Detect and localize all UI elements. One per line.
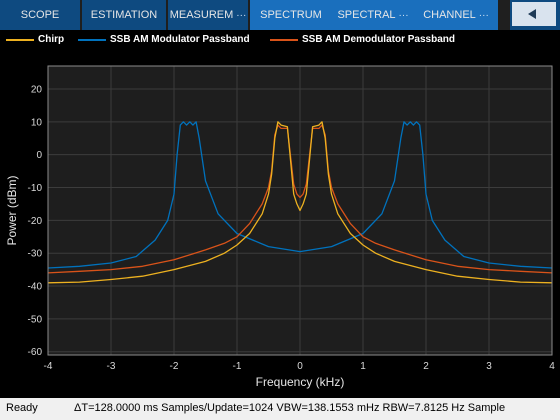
- status-bar: Ready ΔT=128.0000 ms Samples/Update=1024…: [0, 398, 560, 420]
- tab-measurements-more: ···: [236, 10, 247, 21]
- legend-swatch-demodulator: [270, 39, 298, 41]
- tab-spectral-label: SPECTRAL: [337, 9, 396, 21]
- tab-estimation[interactable]: ESTIMATION: [82, 0, 166, 30]
- x-tick-label: 0: [297, 361, 303, 372]
- tab-channel-label: CHANNEL: [423, 9, 476, 21]
- tab-channel[interactable]: CHANNEL ···: [414, 0, 498, 30]
- legend-label-chirp: Chirp: [38, 34, 65, 45]
- series-line-2: [47, 124, 553, 274]
- tab-spectrum-label: SPECTRUM: [260, 9, 322, 21]
- series-line-1: [47, 121, 553, 269]
- y-tick-label: -40: [28, 282, 43, 293]
- tab-measurements-label: MEASUREM: [169, 9, 234, 21]
- y-tick-label: -10: [28, 183, 43, 194]
- series-lines: [47, 121, 553, 284]
- toolstrip: SCOPE ESTIMATION MEASUREM ··· SPECTRUM SP…: [0, 0, 560, 30]
- x-tick-label: 4: [549, 361, 555, 372]
- collapse-toolstrip-button[interactable]: [510, 0, 560, 30]
- x-tick-label: -1: [233, 361, 242, 372]
- left-arrow-icon: [528, 9, 536, 19]
- collapse-toolstrip-face: [512, 2, 556, 26]
- y-axis-label: Power (dBm): [5, 175, 19, 245]
- x-tick-label: 1: [360, 361, 366, 372]
- status-ready: Ready: [6, 402, 38, 414]
- tab-spectral[interactable]: SPECTRAL ···: [332, 0, 414, 30]
- series-line-0: [47, 121, 553, 284]
- x-tick-label: -4: [44, 361, 53, 372]
- x-tick-label: 2: [423, 361, 429, 372]
- y-tick-label: 10: [31, 117, 43, 128]
- tab-estimation-label: ESTIMATION: [90, 9, 158, 21]
- legend-swatch-modulator: [78, 39, 106, 41]
- tab-scope[interactable]: SCOPE: [0, 0, 80, 30]
- legend-label-modulator: SSB AM Modulator Passband: [110, 34, 250, 45]
- legend-label-demodulator: SSB AM Demodulator Passband: [302, 34, 455, 45]
- y-tick-label: -20: [28, 216, 43, 227]
- y-tick-label: -60: [28, 347, 43, 358]
- y-tick-label: -30: [28, 249, 43, 260]
- x-tick-label: -3: [107, 361, 116, 372]
- tab-scope-label: SCOPE: [20, 9, 60, 21]
- status-measurements: ΔT=128.0000 ms Samples/Update=1024 VBW=1…: [74, 402, 506, 414]
- x-tick-label: 3: [486, 361, 492, 372]
- axes-border: [47, 65, 553, 356]
- y-tick-label: 0: [36, 150, 42, 161]
- y-tick-label: -50: [28, 314, 43, 325]
- x-axis-label: Frequency (kHz): [256, 375, 345, 389]
- tab-measurements[interactable]: MEASUREM ···: [168, 0, 248, 30]
- legend: Chirp SSB AM Modulator Passband SSB AM D…: [0, 30, 560, 50]
- tab-channel-more: ···: [478, 10, 489, 21]
- tab-spectral-more: ···: [398, 10, 409, 21]
- x-tick-label: -2: [170, 361, 179, 372]
- tab-spectrum[interactable]: SPECTRUM: [250, 0, 332, 30]
- legend-swatch-chirp: [6, 39, 34, 41]
- y-tick-label: 20: [31, 84, 43, 95]
